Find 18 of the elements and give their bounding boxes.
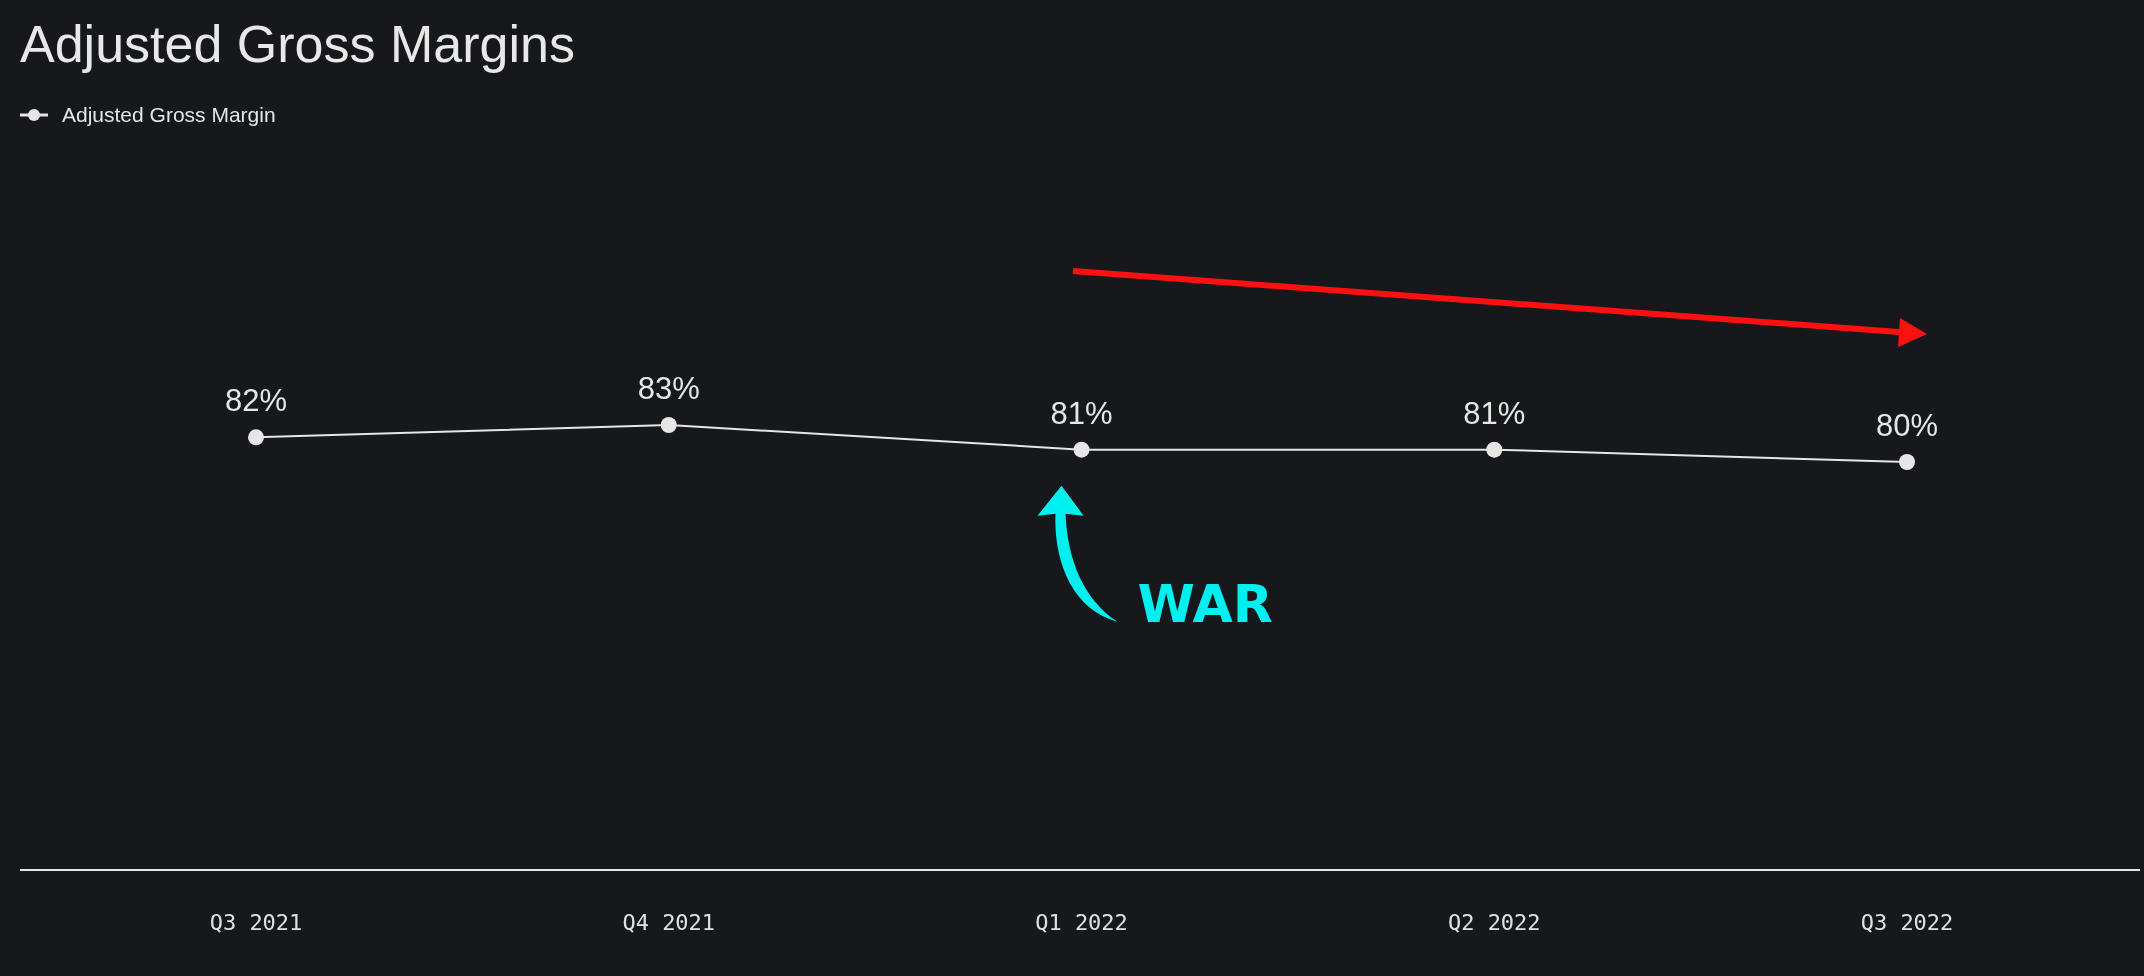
point (248, 429, 264, 446)
x-tick-label: Q2 2022 (1447, 910, 1541, 935)
x-tick-label: Q3 2022 (1860, 910, 1954, 935)
point (1899, 454, 1915, 470)
data-label: 81% (1050, 395, 1113, 431)
annotation: WAR (1137, 573, 1273, 634)
data-label: 82% (224, 383, 288, 419)
x-tick-label: Q4 2021 (622, 910, 716, 935)
point (660, 417, 677, 433)
point (1073, 441, 1090, 458)
data-label: 80% (1875, 408, 1939, 443)
chart-title: Adjusted Gross Margins (20, 15, 575, 73)
x-tick-label: Q3 2021 (209, 910, 303, 935)
x-tick-label: Q1 2022 (1035, 910, 1128, 935)
data-label: 81% (1463, 395, 1526, 431)
point (1486, 441, 1503, 458)
data-label: 83% (637, 371, 700, 406)
legend-label: Adjusted Gross Margin (62, 103, 276, 126)
